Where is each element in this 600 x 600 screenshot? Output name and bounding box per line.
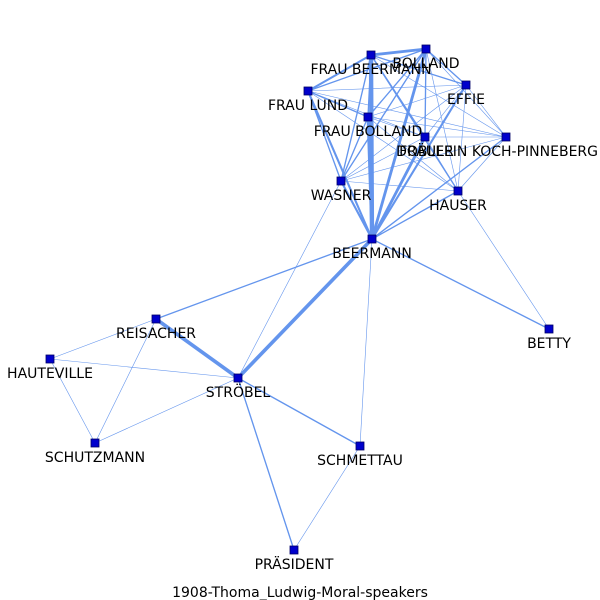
node-label-reisacher: REISACHER (116, 326, 196, 342)
edge-frau-lund-hauser (307, 90, 459, 192)
node-praesident[interactable] (289, 545, 299, 555)
node-hauser[interactable] (453, 186, 463, 196)
edge-frau-beermann-fraeulein (370, 54, 507, 138)
node-label-dobler: DOBLER (396, 144, 454, 160)
edge-beermann-schmettau (359, 238, 373, 447)
edge-frau-beermann-frau-lund (306, 53, 373, 93)
node-fraeulein[interactable] (501, 132, 511, 142)
node-label-frau-bolland: FRAU BOLLAND (314, 124, 423, 140)
edge-frau-beermann-bolland (369, 47, 428, 57)
edge-frau-bolland-hauser (367, 116, 459, 192)
edge-beermann-strobel (236, 237, 374, 380)
edge-frau-lund-effie (307, 84, 467, 92)
edge-beermann-hauser (371, 190, 459, 240)
node-wasner[interactable] (336, 176, 346, 186)
node-label-fraeulein: FRÄULEIN KOCH-PINNEBERG (399, 142, 598, 160)
edge-bolland-dobler (424, 48, 427, 138)
edge-bolland-wasner (340, 48, 427, 182)
edge-bolland-frau-bolland (367, 48, 427, 118)
edge-bolland-frau-lund (307, 48, 427, 92)
edge-reisacher-schutzmann (94, 318, 157, 444)
edge-effie-hauser (457, 84, 467, 192)
edge-beermann-reisacher (155, 238, 373, 320)
node-beermann[interactable] (367, 234, 377, 244)
node-label-bolland: BOLLAND (392, 56, 459, 72)
node-schmettau[interactable] (355, 441, 365, 451)
edge-strobel-schmettau (237, 377, 361, 447)
edge-effie-dobler (424, 84, 467, 138)
node-frau-beermann[interactable] (366, 50, 376, 60)
node-effie[interactable] (461, 80, 471, 90)
diagram-caption: 1908-Thoma_Ludwig-Moral-speakers (172, 585, 428, 600)
node-frau-lund[interactable] (303, 86, 313, 96)
node-hauteville[interactable] (45, 354, 55, 364)
edge-beermann-betty (371, 238, 550, 330)
edge-frau-bolland-fraeulein (367, 116, 507, 138)
node-label-praesident: PRÄSIDENT (255, 555, 334, 573)
edge-wasner-fraeulein (340, 136, 507, 182)
edge-effie-fraeulein (465, 84, 507, 138)
edge-hauteville-strobel (49, 358, 239, 379)
edge-frau-lund-fraeulein (307, 90, 507, 138)
nodes-layer (45, 44, 554, 555)
node-label-betty: BETTY (527, 336, 571, 352)
edge-frau-bolland-wasner (340, 116, 369, 182)
node-label-hauteville: HAUTEVILLE (7, 366, 93, 382)
node-label-frau-beermann: FRAU BEERMANN (310, 62, 431, 78)
edge-hauser-fraeulein (457, 136, 507, 192)
edge-beermann-effie (370, 83, 468, 241)
node-label-strobel: STRÖBEL (206, 383, 271, 401)
edge-dobler-wasner (340, 136, 426, 182)
edge-reisacher-strobel (154, 317, 240, 380)
edge-frau-beermann-frau-bolland (367, 54, 372, 118)
edge-frau-beermann-wasner (340, 54, 372, 182)
node-betty[interactable] (544, 324, 554, 334)
edges-layer (49, 47, 550, 551)
node-label-frau-lund: FRAU LUND (268, 98, 348, 114)
node-strobel[interactable] (233, 373, 243, 383)
edge-wasner-hauser (340, 180, 459, 192)
edge-beermann-fraeulein (371, 136, 507, 240)
node-frau-bolland[interactable] (363, 112, 373, 122)
edge-bolland-fraeulein (425, 48, 507, 138)
edge-dobler-hauser (424, 136, 459, 192)
node-label-hauser: HAUSER (429, 198, 487, 214)
edge-schutzmann-strobel (94, 377, 239, 444)
node-dobler[interactable] (420, 132, 430, 142)
edge-strobel-praesident (237, 377, 295, 551)
node-label-wasner: WASNER (311, 188, 372, 204)
node-schutzmann[interactable] (90, 438, 100, 448)
edge-beermann-frau-lund (306, 89, 374, 241)
node-label-schmettau: SCHMETTAU (317, 453, 403, 469)
node-label-schutzmann: SCHUTZMANN (45, 450, 145, 466)
edge-beermann-wasner (339, 179, 374, 241)
edge-strobel-wasner (237, 180, 342, 379)
edge-frau-lund-frau-bolland (307, 90, 369, 118)
edge-schmettau-praesident (293, 445, 361, 551)
node-label-effie: EFFIE (447, 92, 485, 108)
edge-bolland-effie (425, 48, 467, 86)
edge-bolland-hauser (425, 48, 459, 192)
edge-effie-frau-bolland (367, 84, 467, 118)
edge-frau-beermann-effie (370, 54, 467, 86)
edge-frau-lund-wasner (307, 90, 342, 182)
edge-reisacher-hauteville (49, 318, 157, 360)
edge-beermann-dobler (370, 135, 427, 241)
node-label-beermann: BEERMANN (332, 246, 412, 262)
edge-hauser-betty (457, 190, 550, 330)
edge-frau-beermann-hauser (370, 54, 459, 192)
edge-hauteville-schutzmann (49, 358, 96, 444)
edge-effie-wasner (340, 84, 467, 182)
edge-frau-bolland-dobler (367, 116, 426, 138)
node-reisacher[interactable] (151, 314, 161, 324)
node-bolland[interactable] (421, 44, 431, 54)
edge-beermann-bolland (370, 47, 428, 241)
